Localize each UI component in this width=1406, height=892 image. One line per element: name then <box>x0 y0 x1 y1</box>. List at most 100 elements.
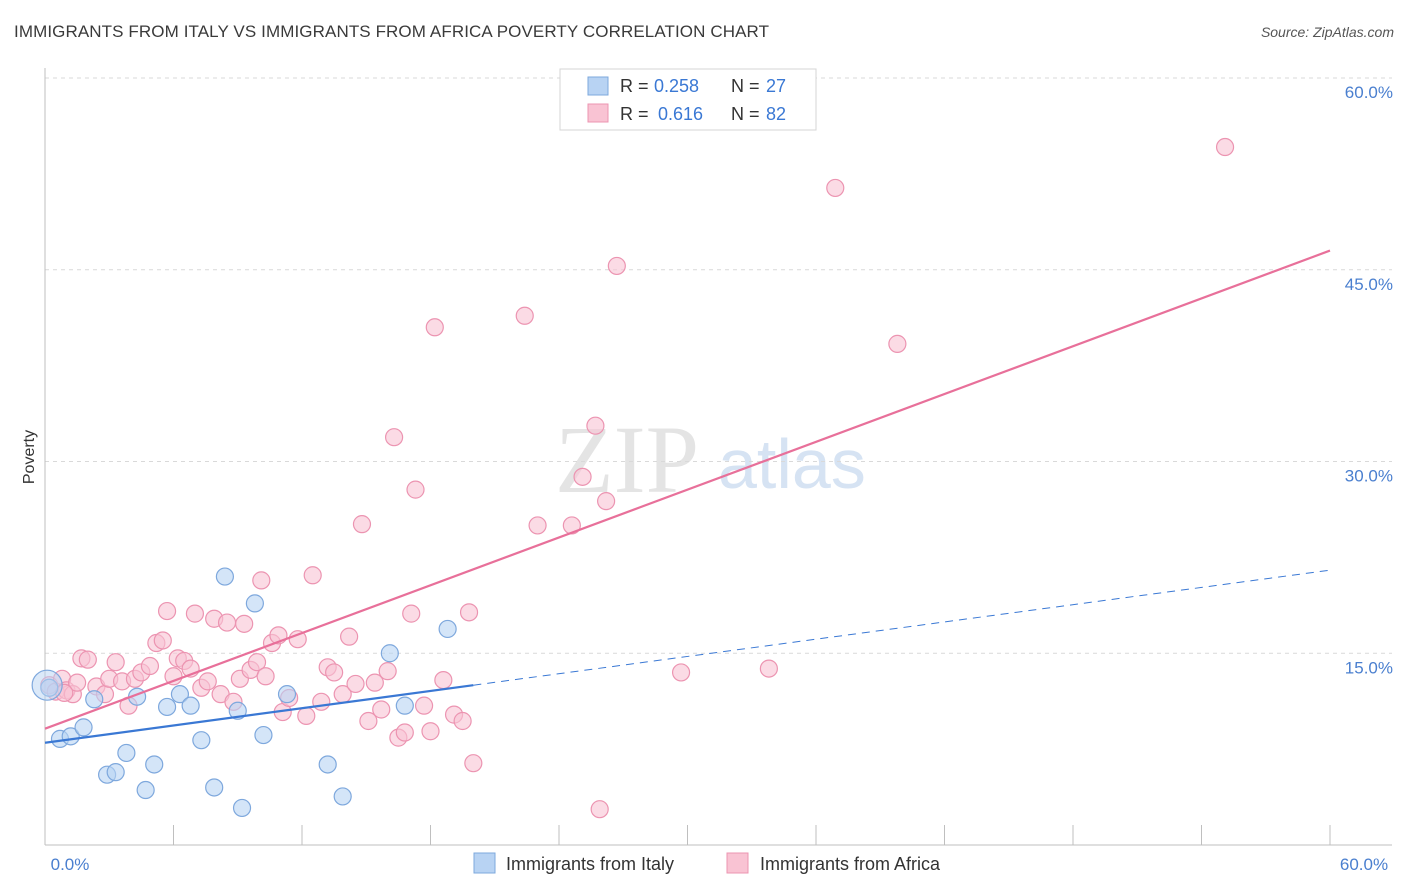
africa-point <box>157 601 177 621</box>
africa-point <box>414 696 434 715</box>
africa-legend-swatch <box>587 103 609 123</box>
africa-r-label: R = <box>620 104 649 124</box>
africa-n-label: N = <box>731 104 760 124</box>
africa-point <box>406 480 425 499</box>
italy-trend-line <box>44 684 474 744</box>
africa-point <box>288 630 307 649</box>
africa-legend-label: Immigrants from Africa <box>760 854 941 874</box>
africa-point <box>671 663 691 682</box>
africa-point <box>185 604 205 623</box>
chart-title: IMMIGRANTS FROM ITALY VS IMMIGRANTS FROM… <box>14 22 770 41</box>
italy-point <box>170 685 190 704</box>
x-axis-ticks <box>44 825 1331 845</box>
y-tick-label-45: 45.0% <box>1345 275 1393 294</box>
africa-point <box>459 603 479 622</box>
italy-point <box>192 731 211 750</box>
italy-point <box>74 718 93 737</box>
africa-point <box>153 631 172 650</box>
source-credit: Source: ZipAtlas.com <box>1260 24 1394 40</box>
africa-point <box>235 614 254 633</box>
italy-point <box>145 755 164 774</box>
africa-bottom-swatch <box>726 852 749 874</box>
africa-point <box>378 662 397 681</box>
africa-point <box>68 673 87 692</box>
africa-point <box>421 722 440 741</box>
y-tick-label-60: 60.0% <box>1345 83 1393 102</box>
italy-point <box>85 690 104 709</box>
africa-point <box>528 516 547 535</box>
africa-point <box>402 604 421 623</box>
africa-point <box>164 667 183 686</box>
africa-n-value: 82 <box>766 104 786 124</box>
x-tick-label-min: 0.0% <box>51 855 90 874</box>
italy-point <box>254 725 273 745</box>
stats-legend: R = 0.258 N = 27 R = 0.616 N = 82 <box>559 68 817 131</box>
y-axis-label: Poverty <box>21 430 38 484</box>
italy-legend-swatch <box>587 76 609 96</box>
africa-r-value: 0.616 <box>658 104 703 124</box>
africa-point <box>303 566 322 585</box>
italy-point <box>395 696 414 715</box>
italy-point <box>215 567 234 586</box>
italy-cluster-point <box>31 669 63 701</box>
africa-point <box>198 672 217 691</box>
africa-point <box>888 334 907 353</box>
italy-r-value: 0.258 <box>654 76 699 96</box>
africa-point <box>352 515 372 534</box>
italy-point <box>106 763 125 782</box>
africa-point <box>325 663 344 682</box>
italy-point <box>157 697 177 717</box>
africa-point <box>562 516 581 535</box>
italy-point <box>277 685 297 704</box>
watermark-atlas: atlas <box>718 425 866 503</box>
africa-point <box>312 692 331 711</box>
africa-point <box>78 650 97 669</box>
x-tick-label-max: 60.0% <box>1340 855 1388 874</box>
africa-point <box>252 571 271 590</box>
italy-r-label: R = <box>620 76 649 96</box>
africa-point <box>573 467 592 486</box>
africa-point <box>590 800 609 819</box>
italy-point <box>117 743 136 763</box>
watermark-zip: ZIP <box>555 406 699 513</box>
italy-point <box>205 778 224 797</box>
y-tick-label-15: 15.0% <box>1345 658 1393 677</box>
africa-point <box>340 627 359 646</box>
africa-point <box>217 613 237 632</box>
africa-point <box>297 706 316 725</box>
italy-point <box>380 644 399 663</box>
africa-point <box>372 700 391 719</box>
africa-point <box>586 416 605 435</box>
italy-bottom-swatch <box>473 852 496 874</box>
italy-legend-label: Immigrants from Italy <box>506 854 674 874</box>
italy-point <box>181 696 200 715</box>
italy-series-points <box>31 567 457 818</box>
italy-trend-extension <box>473 569 1331 686</box>
italy-n-label: N = <box>731 76 760 96</box>
trend-lines <box>44 249 1331 744</box>
africa-point <box>464 754 483 773</box>
africa-point <box>434 670 453 690</box>
africa-point <box>365 673 384 692</box>
italy-point <box>232 798 252 818</box>
series-legend: Immigrants from Italy Immigrants from Af… <box>473 852 941 874</box>
africa-point <box>106 653 125 672</box>
africa-point <box>1215 137 1235 157</box>
italy-point <box>228 701 247 720</box>
africa-point <box>140 656 160 676</box>
italy-point <box>438 619 457 639</box>
africa-point <box>395 723 414 742</box>
italy-point <box>245 594 264 613</box>
africa-point <box>453 711 472 731</box>
africa-point <box>515 306 534 325</box>
italy-point <box>318 755 337 774</box>
gridlines <box>45 77 1392 654</box>
y-tick-label-30: 30.0% <box>1345 467 1393 486</box>
africa-point <box>759 659 778 678</box>
africa-point <box>247 653 267 672</box>
africa-point <box>384 428 404 447</box>
africa-point <box>359 711 378 731</box>
africa-point <box>256 667 275 686</box>
africa-point <box>597 492 616 511</box>
